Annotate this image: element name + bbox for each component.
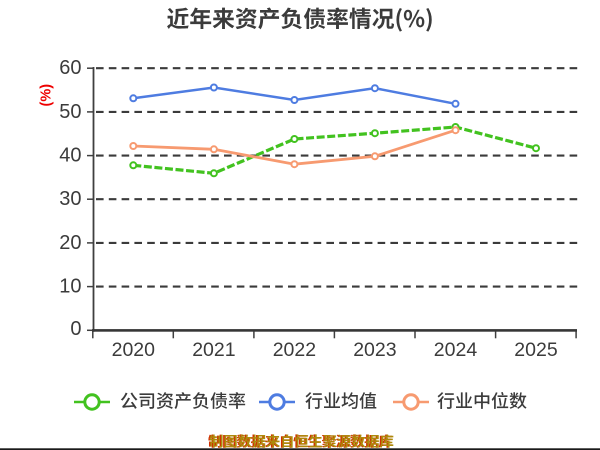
svg-text:2025: 2025 [514,339,558,361]
svg-text:2021: 2021 [192,339,235,361]
svg-text:2022: 2022 [273,339,316,361]
svg-text:(%): (%) [39,84,55,107]
svg-text:40: 40 [59,145,81,167]
svg-text:50: 50 [59,101,81,123]
svg-text:10: 10 [59,276,81,298]
svg-text:20: 20 [59,232,81,254]
svg-text:2024: 2024 [434,339,478,361]
svg-text:2020: 2020 [112,339,156,361]
svg-text:30: 30 [59,188,81,210]
svg-text:0: 0 [70,318,81,340]
svg-text:2023: 2023 [353,339,396,361]
svg-text:60: 60 [59,57,81,79]
